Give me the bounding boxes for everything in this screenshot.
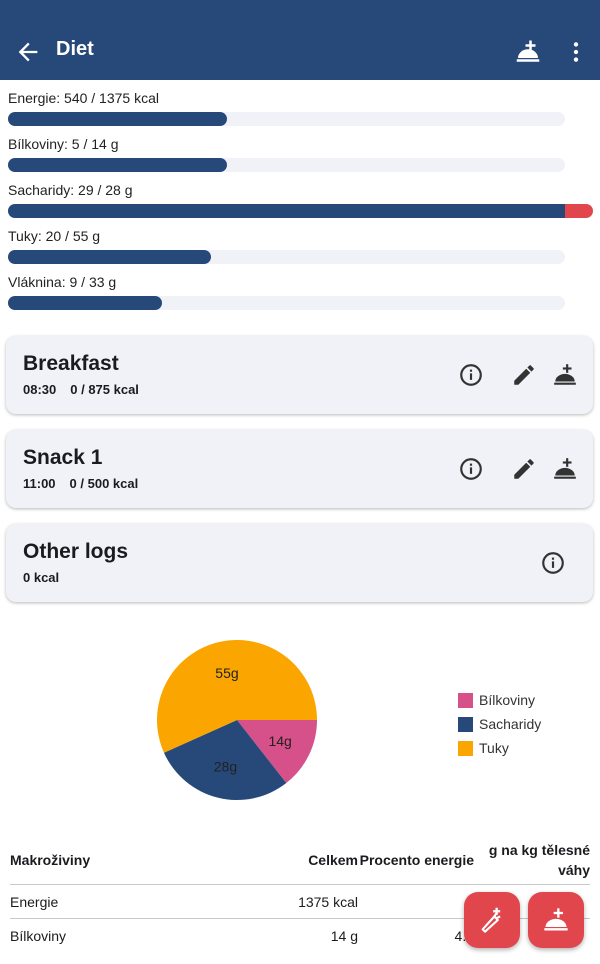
meal-time: 08:30 xyxy=(23,382,57,397)
legend-label: Tuky xyxy=(479,740,509,756)
pie-slice-label: 28g xyxy=(214,759,237,775)
progress-fill xyxy=(8,158,227,172)
table-header: Celkem xyxy=(308,852,358,868)
page-title: Diet xyxy=(56,38,94,60)
meal-name: Snack 1 xyxy=(23,446,103,469)
add-meal-icon[interactable] xyxy=(552,456,578,482)
edit-icon[interactable] xyxy=(511,362,537,388)
legend-item: Tuky xyxy=(458,736,541,760)
pie-slice-tuky xyxy=(157,640,317,753)
progress-track xyxy=(8,158,565,172)
meal-energy: 0 / 500 kcal xyxy=(69,476,139,491)
info-icon[interactable] xyxy=(458,362,484,388)
nutrient-label: Sacharidy: 29 / 28 g xyxy=(8,182,133,198)
add-ingredient-button[interactable] xyxy=(464,892,520,948)
legend-swatch xyxy=(458,740,473,756)
nutrient-energy: Energie: 540 / 1375 kcal xyxy=(8,90,592,126)
legend-item: Bílkoviny xyxy=(458,688,541,712)
table-header: Makroživiny xyxy=(10,852,91,868)
meal-card-breakfast[interactable]: Breakfast 08:30 0 / 875 kcal xyxy=(6,336,593,414)
legend-swatch xyxy=(458,692,473,708)
add-meal-button[interactable] xyxy=(528,892,584,948)
progress-fill xyxy=(8,204,565,218)
progress-fill xyxy=(8,296,162,310)
table-cell: Bílkoviny xyxy=(10,918,170,952)
app-bar: Diet xyxy=(0,0,600,80)
other-logs-energy: 0 kcal xyxy=(23,570,60,585)
progress-fill xyxy=(8,250,211,264)
meal-meta: 11:00 0 / 500 kcal xyxy=(23,476,152,491)
nutrient-label: Tuky: 20 / 55 g xyxy=(8,228,101,244)
pie-slice-label: 14g xyxy=(268,733,291,749)
edit-icon[interactable] xyxy=(511,456,537,482)
table-header-row: Makroživiny Celkem Procento energie g na… xyxy=(10,836,590,885)
table-header: Procento energie xyxy=(359,852,474,868)
progress-track xyxy=(8,296,565,310)
legend-swatch xyxy=(458,716,473,732)
macro-pie-chart: 14g 28g 55g xyxy=(157,640,317,800)
meal-time: 11:00 xyxy=(23,476,56,491)
table-cell: 14 g xyxy=(170,918,358,952)
pie-slice-bílkoviny xyxy=(237,720,317,784)
add-meal-icon[interactable] xyxy=(513,38,543,68)
nutrient-label: Bílkoviny: 5 / 14 g xyxy=(8,136,119,152)
pie-slice-sacharidy xyxy=(163,720,287,800)
nutrient-fiber: Vláknina: 9 / 33 g xyxy=(8,274,592,310)
arrow-back-icon[interactable] xyxy=(14,38,42,66)
progress-overflow xyxy=(565,204,593,218)
nutrient-protein: Bílkoviny: 5 / 14 g xyxy=(8,136,592,172)
progress-track xyxy=(8,112,565,126)
nutrient-fat: Tuky: 20 / 55 g xyxy=(8,228,592,264)
info-icon[interactable] xyxy=(458,456,484,482)
meal-card-snack-1[interactable]: Snack 1 11:00 0 / 500 kcal xyxy=(6,430,593,508)
table-row: Bílkoviny 14 g 4... xyxy=(10,918,590,952)
other-logs-card[interactable]: Other logs 0 kcal xyxy=(6,524,593,602)
nutrient-carbs: Sacharidy: 29 / 28 g xyxy=(8,182,593,218)
meal-meta: 08:30 0 / 875 kcal xyxy=(23,382,153,397)
pie-slice-label: 55g xyxy=(215,665,238,681)
legend-item: Sacharidy xyxy=(458,712,541,736)
add-meal-icon xyxy=(544,908,568,931)
table-header: g na kg tělesné váhy xyxy=(488,842,590,878)
progress-fill xyxy=(8,112,227,126)
more-vert-icon[interactable] xyxy=(563,38,589,66)
add-meal-icon[interactable] xyxy=(552,362,578,388)
meal-energy: 0 / 875 kcal xyxy=(70,382,139,397)
legend-label: Bílkoviny xyxy=(479,692,536,708)
chart-legend: Bílkoviny Sacharidy Tuky xyxy=(458,688,541,760)
add-ingredient-icon xyxy=(481,907,501,933)
legend-label: Sacharidy xyxy=(479,716,542,732)
progress-track xyxy=(8,250,565,264)
table-cell: 1375 kcal xyxy=(170,884,358,919)
nutrient-label: Vláknina: 9 / 33 g xyxy=(8,274,117,290)
progress-track xyxy=(8,204,593,218)
table-cell: 4... xyxy=(358,918,474,952)
nutrient-label: Energie: 540 / 1375 kcal xyxy=(8,90,159,106)
table-cell xyxy=(358,884,474,919)
info-icon[interactable] xyxy=(540,550,566,576)
table-cell: Energie xyxy=(10,884,170,919)
other-logs-title: Other logs xyxy=(23,540,129,563)
meal-name: Breakfast xyxy=(23,352,119,375)
